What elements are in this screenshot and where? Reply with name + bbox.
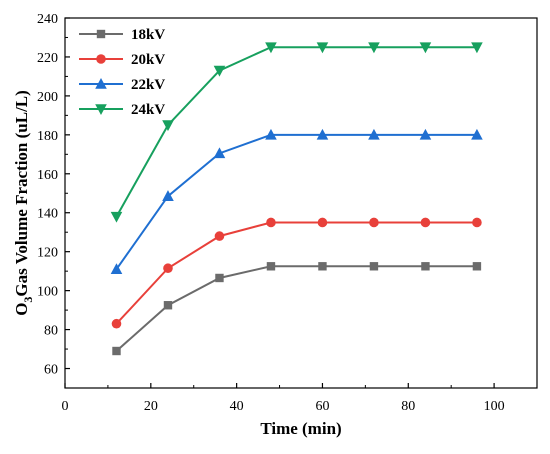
legend-label: 18kV [131, 27, 165, 43]
data-point-18kv [112, 347, 120, 355]
y-tick-label: 160 [37, 168, 58, 183]
y-axis-label: O3Gas Volume Fraction (uL/L) [12, 90, 35, 316]
y-tick-label: 140 [37, 207, 58, 222]
data-point-18kv [473, 262, 481, 270]
x-axis-label: Time (min) [260, 419, 341, 438]
x-tick-label: 80 [401, 399, 415, 414]
plot-frame [65, 18, 537, 388]
y-tick-label: 180 [37, 129, 58, 144]
series-20kv [112, 218, 482, 329]
data-point-24kv [162, 120, 174, 131]
x-tick-label: 40 [230, 399, 244, 414]
x-tick-label: 20 [144, 399, 158, 414]
legend-label: 24kV [131, 102, 165, 118]
y-tick-label: 240 [37, 12, 58, 27]
legend-item-24kv: 24kV [79, 102, 165, 118]
legend-swatch-marker [96, 54, 106, 64]
data-point-20kv [163, 263, 173, 273]
data-point-20kv [472, 218, 482, 228]
x-tick-label: 60 [315, 399, 329, 414]
x-tick-label: 100 [484, 399, 505, 414]
series-line-24kv [116, 47, 476, 216]
y-axis-label-symbol: O [12, 303, 31, 316]
data-point-18kv [370, 262, 378, 270]
data-point-20kv [421, 218, 431, 228]
legend-label: 22kV [131, 77, 165, 93]
y-tick-label: 220 [37, 51, 58, 66]
data-point-18kv [215, 274, 223, 282]
series-22kv [111, 129, 483, 274]
legend-label: 20kV [131, 52, 165, 68]
y-tick-label: 60 [44, 363, 58, 378]
data-point-20kv [266, 218, 276, 228]
y-tick-label: 200 [37, 90, 58, 105]
data-point-20kv [112, 319, 122, 329]
series-18kv [112, 262, 481, 355]
x-tick-label: 0 [62, 399, 69, 414]
data-point-20kv [369, 218, 379, 228]
series-layer [111, 42, 483, 355]
data-point-20kv [215, 231, 225, 241]
data-point-24kv [111, 212, 123, 223]
data-point-18kv [318, 262, 326, 270]
y-tick-label: 100 [37, 285, 58, 300]
y-tick-label: 120 [37, 246, 58, 261]
y-tick-label: 80 [44, 324, 58, 339]
data-point-18kv [421, 262, 429, 270]
data-point-20kv [318, 218, 328, 228]
legend-item-22kv: 22kV [79, 77, 165, 93]
data-point-18kv [267, 262, 275, 270]
data-point-18kv [164, 301, 172, 309]
legend-item-18kv: 18kV [79, 27, 165, 43]
legend: 18kV 20kV 22kV 24kV [79, 27, 165, 118]
legend-swatch-marker [97, 30, 105, 38]
legend-item-20kv: 20kV [79, 52, 165, 68]
y-axis-label-rest: Gas Volume Fraction (uL/L) [12, 90, 31, 296]
series-line-22kv [116, 135, 476, 269]
